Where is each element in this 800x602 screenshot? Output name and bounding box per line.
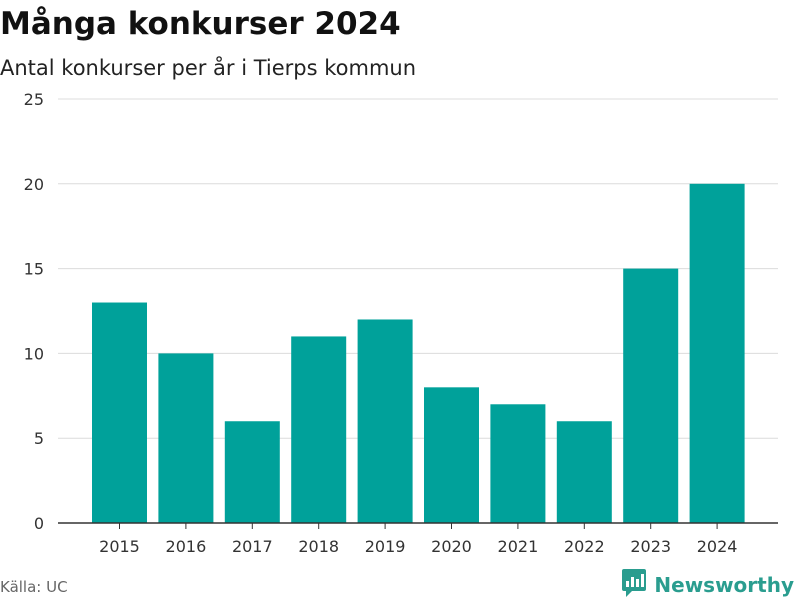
bar-2024 [689,183,745,524]
chart-subtitle: Antal konkurser per år i Tierps kommun [0,56,417,80]
y-tick-label: 5 [34,429,44,448]
x-tick-label: 2019 [365,537,406,556]
x-tick-label: 2020 [431,537,472,556]
bar-2018 [291,336,347,523]
y-tick-label: 10 [24,344,44,363]
x-tick-label: 2017 [232,537,273,556]
chart-title: Många konkurser 2024 [0,6,401,42]
y-tick-label: 15 [24,260,44,279]
x-tick-label: 2018 [298,537,339,556]
bars [92,183,745,524]
brand-name: Newsworthy [654,573,794,597]
y-tick-label: 20 [24,175,44,194]
bar-2022 [556,421,612,523]
x-tick-label: 2016 [166,537,207,556]
newsworthy-logo[interactable]: Newsworthy [621,568,794,602]
bar-2020 [424,387,479,523]
source-note: Källa: UC [0,578,68,596]
bar-2019 [357,319,413,523]
x-tick-label: 2024 [697,537,738,556]
x-axis-ticks: 2015 2016 2017 2018 2019 2020 2021 2022 2023 2024 [99,523,737,556]
x-tick-label: 2015 [99,537,140,556]
y-tick-label: 0 [34,514,44,533]
x-tick-label: 2021 [498,537,539,556]
bar-2023 [623,268,679,523]
x-tick-label: 2023 [630,537,671,556]
bar-2015 [92,302,147,523]
bar-2017 [224,421,280,523]
y-tick-label: 25 [24,90,44,109]
bar-chart-pin-icon [621,568,647,602]
y-axis-ticks: 0 5 10 15 20 25 [24,90,44,533]
bar-2021 [490,404,546,523]
bar-2016 [158,353,214,523]
x-tick-label: 2022 [564,537,605,556]
